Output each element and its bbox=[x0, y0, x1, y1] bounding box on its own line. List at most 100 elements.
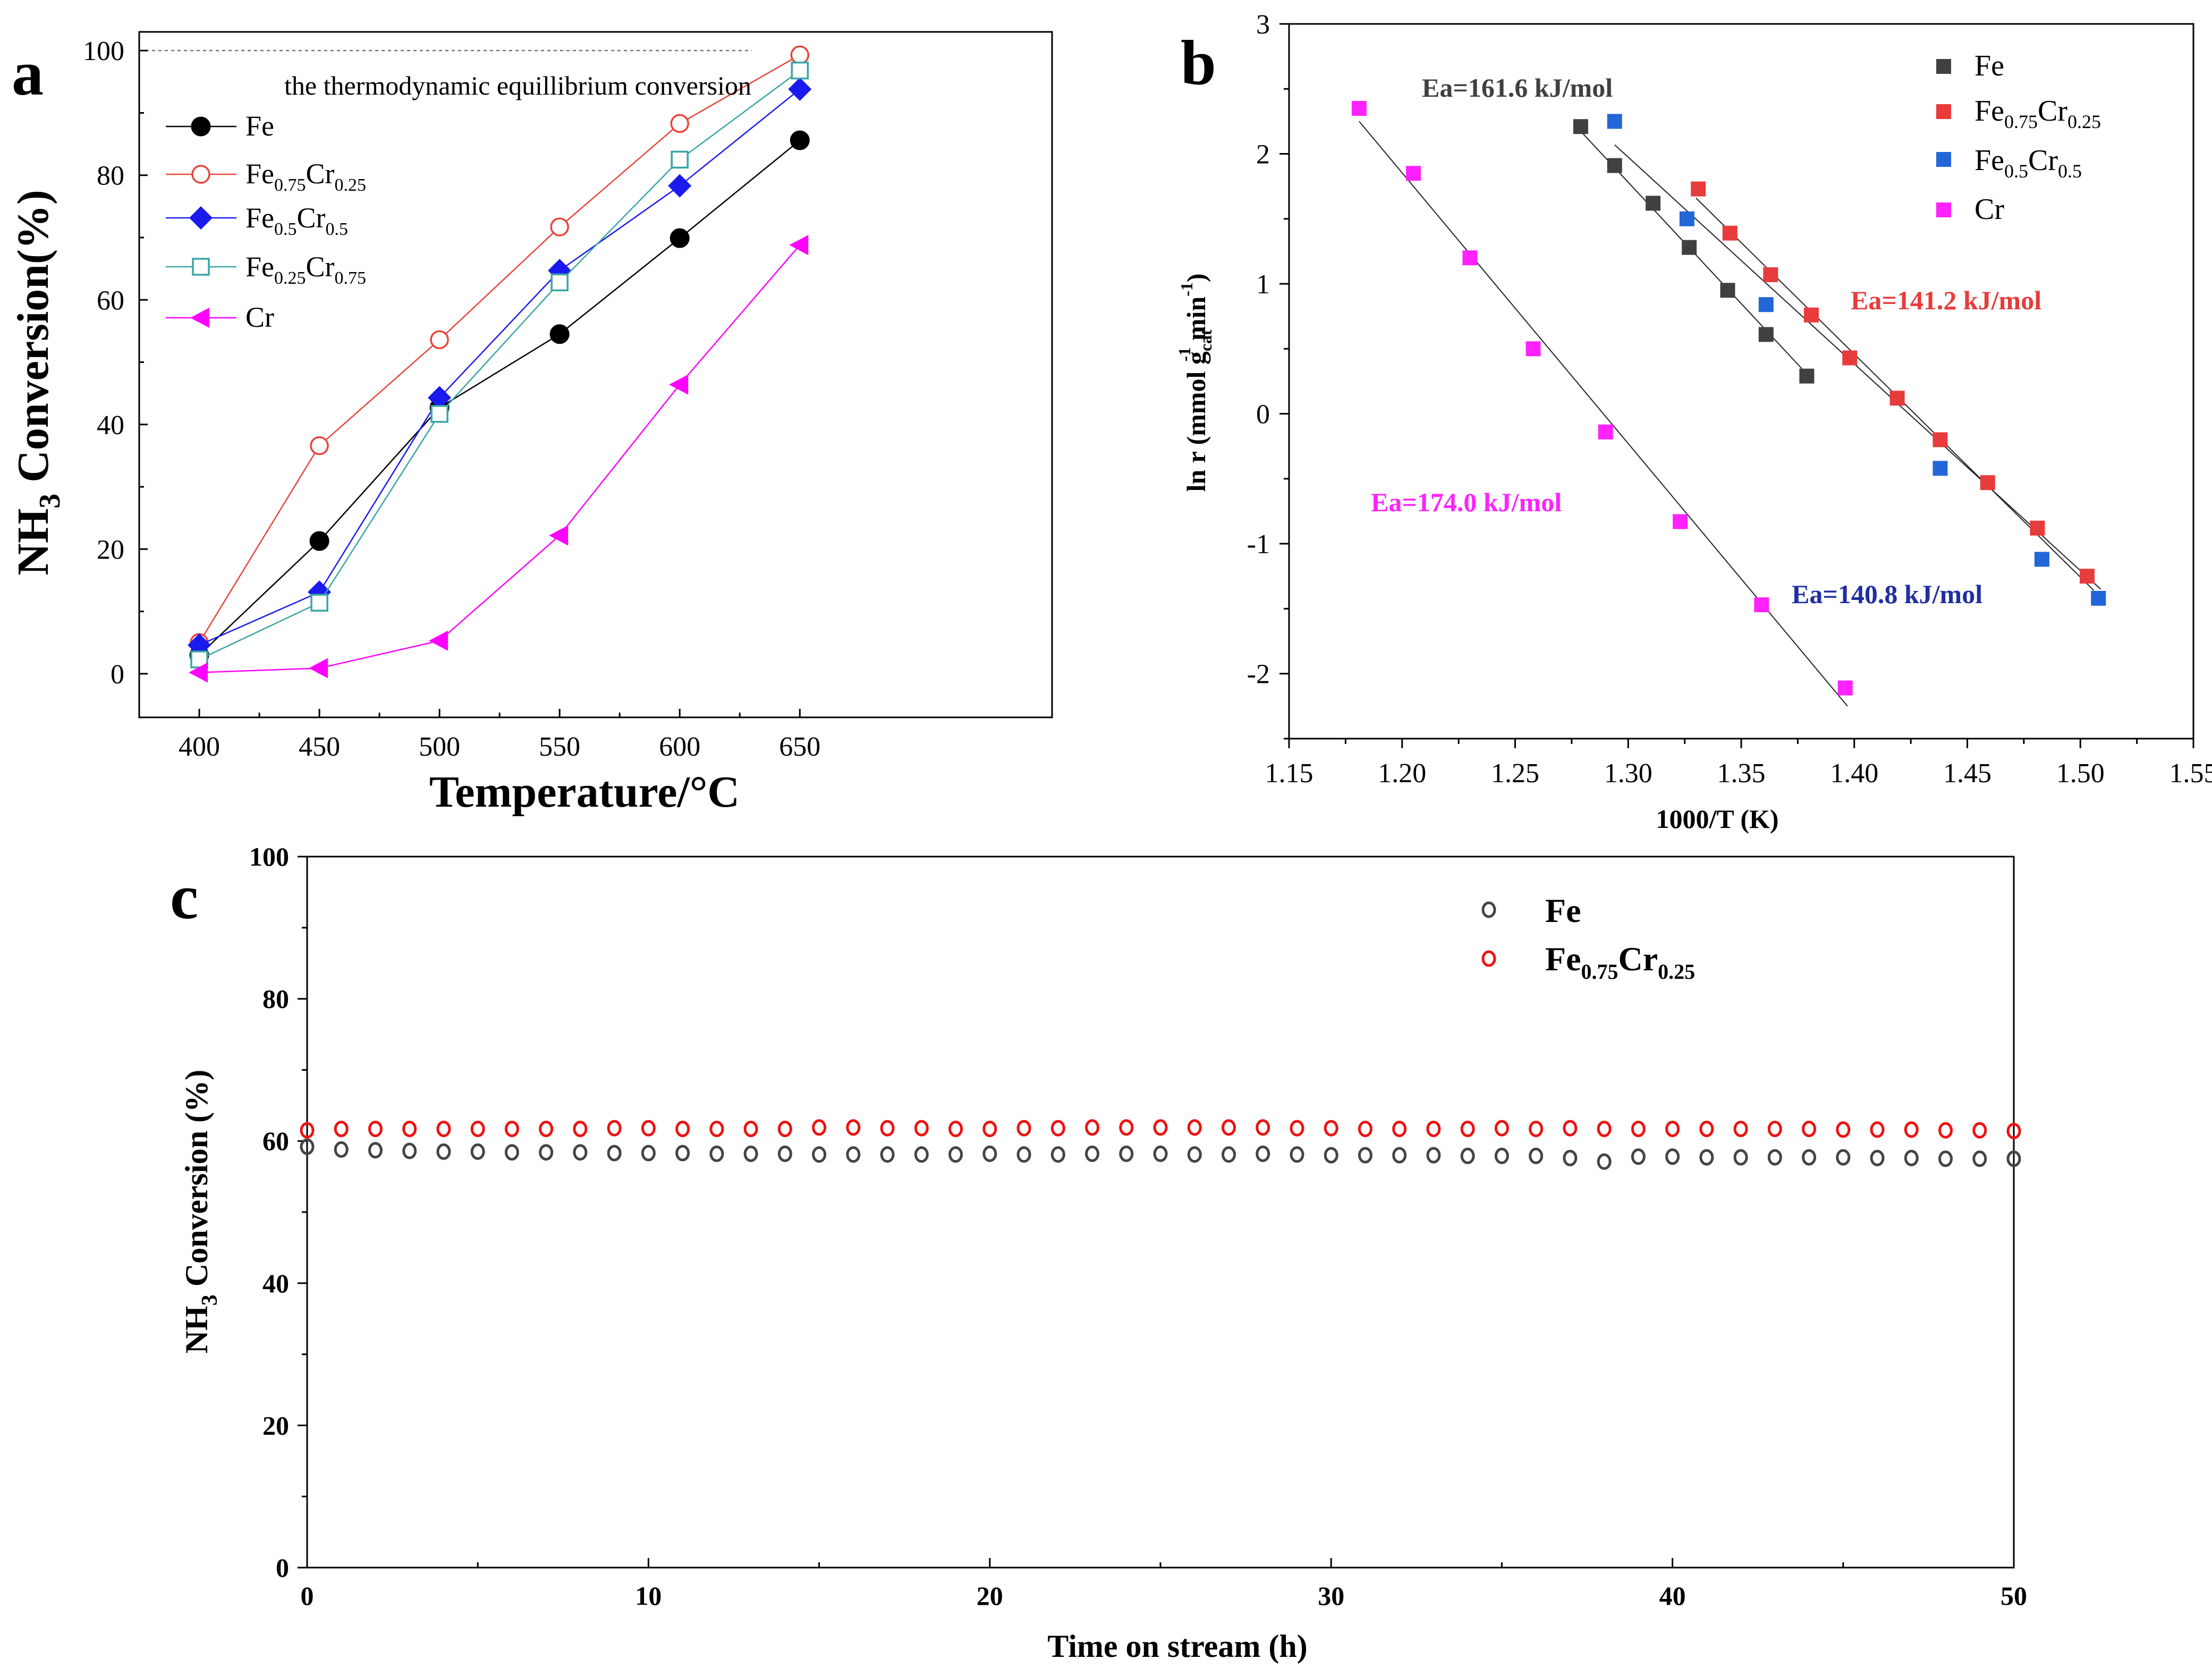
data-point-Fe0.75Cr0.25 bbox=[641, 1120, 656, 1137]
data-point-Cr bbox=[189, 662, 208, 683]
panel-b-y-tick-label: 3 bbox=[1256, 10, 1270, 40]
data-point-Fe0.75Cr0.25 bbox=[1904, 1121, 1919, 1138]
data-point-Cr bbox=[1525, 341, 1541, 357]
data-point-Fe0.75Cr0.25 bbox=[1016, 1120, 1031, 1137]
data-point-Fe bbox=[539, 1144, 554, 1161]
data-point-Fe bbox=[309, 531, 329, 551]
panel-a-y-tick-label: 20 bbox=[97, 535, 124, 565]
legend-b-fe075-sub1: 0.75 bbox=[2004, 111, 2038, 132]
data-point-Fe0.75Cr0.25 bbox=[436, 1120, 451, 1137]
panel-c-y-tick-label: 0 bbox=[276, 1553, 289, 1582]
panel-b-ylabel-sup1: -1 bbox=[1175, 348, 1194, 362]
panel-a-x-tick-label: 450 bbox=[299, 732, 340, 762]
series-line-Fe0.75Cr0.25 bbox=[198, 54, 800, 643]
data-point-Cr bbox=[1462, 250, 1478, 266]
legend-c-marker bbox=[1481, 950, 1496, 967]
legend-c-marker bbox=[1481, 901, 1496, 918]
panel-a-ylabel-sub: 3 bbox=[33, 494, 66, 509]
panel-letter-a: a bbox=[12, 38, 44, 108]
equilibrium-label: the thermodynamic equillibrium conversio… bbox=[284, 71, 751, 100]
data-point-Cr bbox=[1351, 100, 1367, 116]
panel-b-y-tick-label: 2 bbox=[1256, 140, 1270, 170]
legend-b-marker bbox=[1936, 59, 1951, 74]
data-point-Fe0.75Cr0.25 bbox=[790, 45, 810, 65]
legend-b-fe-text: Fe bbox=[1974, 49, 2004, 82]
data-point-Fe0.75Cr0.25 bbox=[914, 1120, 929, 1137]
panel-a-y-tick-label: 60 bbox=[97, 285, 124, 316]
panel-a-ylabel-tail: Conversion(%) bbox=[9, 190, 58, 494]
legend-a-cr: Cr bbox=[245, 301, 274, 333]
panel-a-x-axis-title: Temperature/°C bbox=[429, 767, 740, 817]
legend-a-fe075-sub1: 0.75 bbox=[274, 175, 306, 195]
panel-c-x-tick-label: 50 bbox=[2001, 1581, 2027, 1611]
legend-a-fe025-sub2: 0.75 bbox=[335, 268, 367, 288]
data-point-Cr bbox=[789, 235, 809, 256]
panel-b-x-tick-label: 1.50 bbox=[2056, 758, 2105, 789]
data-point-Fe bbox=[1085, 1145, 1100, 1162]
data-point-Fe bbox=[1799, 368, 1815, 384]
data-point-Fe bbox=[709, 1145, 724, 1162]
legend-b-fe: Fe bbox=[1974, 49, 2004, 82]
panel-c-x-tick-label: 20 bbox=[977, 1581, 1003, 1611]
legend-c-fe075-cr: Cr bbox=[1618, 940, 1658, 978]
data-point-Fe0.75Cr0.25 bbox=[1938, 1122, 1953, 1139]
data-point-Fe0.75Cr0.25 bbox=[812, 1119, 827, 1136]
data-point-Fe0.75Cr0.25 bbox=[670, 114, 689, 133]
legend-a-fe05-fe: Fe bbox=[245, 202, 274, 234]
data-point-Cr bbox=[1837, 680, 1853, 696]
data-point-Fe bbox=[1573, 119, 1588, 134]
data-point-Fe0.5Cr0.5 bbox=[428, 386, 452, 410]
panel-b-ylabel-sub: cat bbox=[1196, 329, 1215, 351]
data-point-Cr bbox=[429, 630, 448, 651]
legend-a-fe025-fe: Fe bbox=[245, 251, 274, 283]
legend-b-marker bbox=[1936, 202, 1951, 217]
panel-c-plot-frame bbox=[306, 856, 2015, 1569]
data-point-Fe bbox=[1665, 1148, 1680, 1165]
data-point-Fe0.75Cr0.25 bbox=[1494, 1120, 1509, 1137]
data-point-Fe bbox=[641, 1145, 656, 1162]
legend-b-marker bbox=[1936, 152, 1951, 167]
data-point-Fe bbox=[948, 1146, 963, 1163]
data-point-Fe bbox=[777, 1145, 792, 1162]
ea-annotation-fe075cr025: Ea=141.2 kJ/mol bbox=[1851, 285, 2041, 315]
legend-c-fe-text: Fe bbox=[1545, 892, 1581, 929]
data-point-Fe0.75Cr0.25 bbox=[1803, 307, 1819, 323]
data-point-Fe bbox=[880, 1146, 895, 1163]
data-point-Fe bbox=[1631, 1148, 1646, 1165]
fit-line-Cr bbox=[1359, 121, 1848, 707]
data-point-Fe0.75Cr0.25 bbox=[1290, 1120, 1304, 1137]
series-line-Fe0.25Cr0.75 bbox=[199, 70, 801, 661]
data-point-Fe0.75Cr0.25 bbox=[1733, 1120, 1748, 1137]
legend-b-marker bbox=[1936, 104, 1951, 119]
legend-a-fe075-sub2: 0.25 bbox=[335, 175, 367, 195]
data-point-Fe0.5Cr0.5 bbox=[1607, 114, 1622, 129]
data-point-Fe0.5Cr0.5 bbox=[2091, 590, 2106, 606]
data-point-Fe bbox=[914, 1146, 929, 1163]
data-point-Fe0.75Cr0.25 bbox=[300, 1122, 315, 1139]
legend-a-fe025cr075: Fe0.25Cr0.75 bbox=[245, 251, 366, 288]
data-point-Fe bbox=[1836, 1149, 1851, 1166]
data-point-Fe0.75Cr0.25 bbox=[334, 1120, 349, 1137]
data-point-Fe0.75Cr0.25 bbox=[1426, 1120, 1441, 1137]
legend-b-cr-text: Cr bbox=[1974, 193, 2004, 226]
fit-line-Fe0.5Cr0.5 bbox=[1614, 144, 2101, 590]
data-point-Fe0.75Cr0.25 bbox=[607, 1120, 622, 1137]
panel-b-x-tick-label: 1.35 bbox=[1717, 758, 1766, 789]
panel-b-y-axis-title: ln r (mmol gcat-1 min-1) bbox=[1175, 273, 1215, 492]
data-point-Fe0.75Cr0.25 bbox=[880, 1120, 895, 1137]
data-point-Fe bbox=[1358, 1147, 1372, 1164]
data-point-Fe0.75Cr0.25 bbox=[1836, 1121, 1851, 1138]
legend-a-marker bbox=[190, 308, 209, 328]
data-point-Fe0.75Cr0.25 bbox=[2080, 569, 2095, 584]
data-point-Fe0.75Cr0.25 bbox=[504, 1120, 519, 1137]
legend-a-fe025-cr: Cr bbox=[306, 251, 335, 283]
data-point-Fe bbox=[1016, 1146, 1031, 1163]
legend-b-fe075-cr: Cr bbox=[2038, 95, 2067, 128]
data-point-Fe bbox=[504, 1144, 519, 1161]
data-point-Fe0.75Cr0.25 bbox=[1699, 1120, 1714, 1137]
data-point-Fe0.75Cr0.25 bbox=[1665, 1120, 1680, 1137]
legend-a-fe05-sub1: 0.5 bbox=[274, 219, 297, 239]
legend-a-fe075-fe: Fe bbox=[245, 158, 274, 190]
legend-a-fe025-sub1: 0.25 bbox=[274, 268, 306, 288]
data-point-Fe bbox=[1392, 1147, 1407, 1164]
